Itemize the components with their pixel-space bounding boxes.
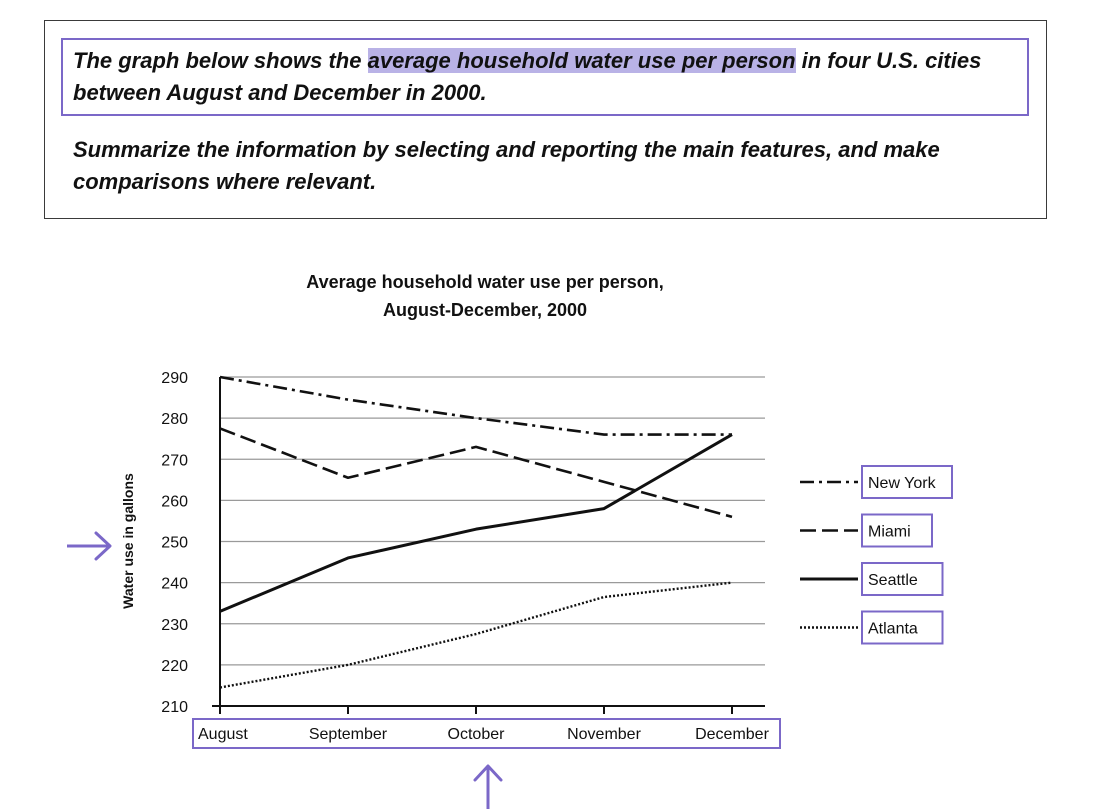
legend-label-frame [861,610,944,645]
chart-title-line2: August-December, 2000 [382,300,588,320]
y-tick-label: 280 [161,411,188,428]
y-tick-label: 250 [161,535,188,552]
legend-label-frame [861,513,933,548]
task-description: The graph below shows the average househ… [73,45,1033,109]
chart-title-line1: Average household water use per person, [306,272,664,292]
task-highlight-frame [61,38,1029,116]
x-tick-label: October [448,726,506,743]
task-line1-post: in four U.S. cities between August and D… [73,48,982,105]
y-tick-label: 240 [161,576,188,593]
series-line-new-york [219,375,732,436]
chart-gridlines [220,376,765,666]
up-arrow-icon-head [473,764,503,782]
x-axis-highlight-frame [192,718,781,749]
legend-label: Atlanta [868,621,918,638]
chart-axes [212,377,765,714]
legend-label: New York [868,475,937,492]
y-tick-label: 210 [161,699,188,716]
chart-series [219,375,733,689]
y-axis-label: Water use in gallons [120,473,136,609]
chart-tick-labels: 210 220 230 240 250 260 270 280 290 August Septemb… [120,370,770,743]
legend-label: Seattle [868,572,918,589]
x-tick-label: November [567,726,641,743]
legend-label: Miami [868,524,911,541]
task-prompt-box: The graph below shows the average househ… [44,20,1047,219]
y-tick-label: 290 [161,370,188,387]
chart-legend: New York Miami Seattle Atlanta [800,465,953,645]
legend-label-frame [861,465,953,499]
x-tick-label: August [198,726,248,743]
y-tick-label: 270 [161,452,188,469]
right-arrow-icon-head [94,531,112,561]
x-tick-label: December [695,726,769,743]
task-line1-pre: The graph below shows the [73,48,368,73]
task-instruction: Summarize the information by selecting a… [73,137,940,194]
task-highlighted-phrase: average household water use per person [367,48,796,73]
y-tick-label: 220 [161,658,188,675]
y-tick-label: 230 [161,617,188,634]
legend-label-frame [861,562,944,596]
chart-annotations [67,531,781,809]
series-line-atlanta [219,581,733,689]
y-tick-label: 260 [161,493,188,510]
series-line-miami [219,427,733,519]
series-line-seattle [219,433,733,613]
x-tick-label: September [309,726,388,743]
